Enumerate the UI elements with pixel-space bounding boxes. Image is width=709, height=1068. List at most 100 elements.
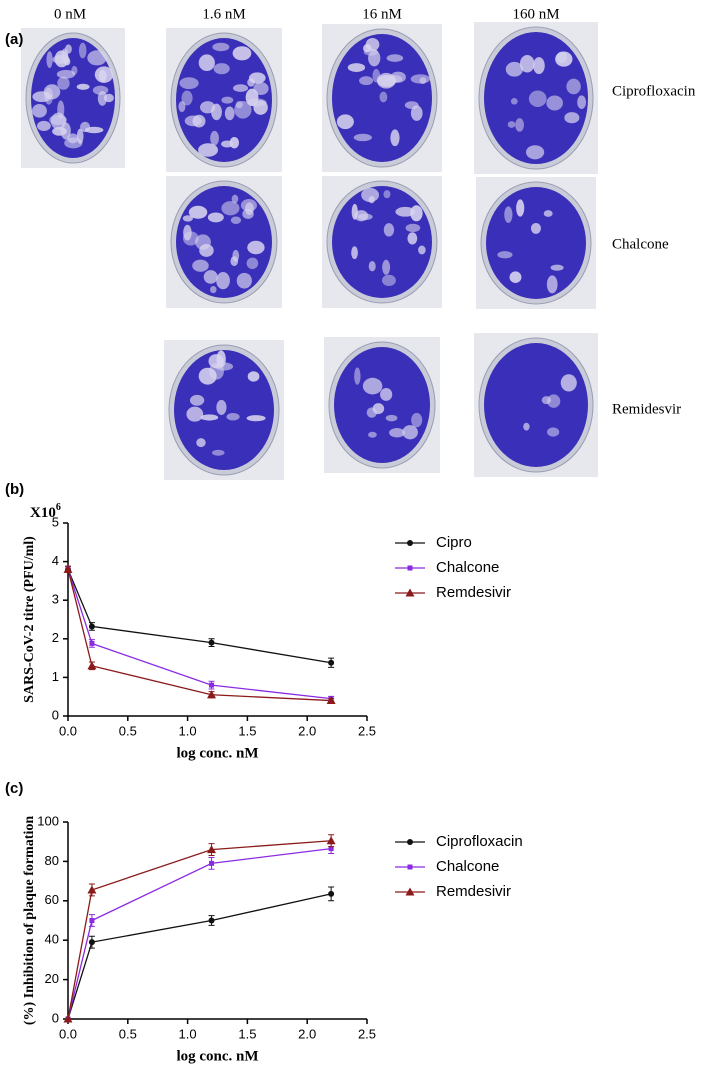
series-line — [67, 569, 332, 664]
plaque — [87, 50, 107, 66]
y-tick-label: 4 — [52, 553, 59, 568]
plaque — [212, 42, 230, 52]
marker — [88, 623, 95, 630]
y-multiplier: X106 — [30, 502, 61, 521]
dish-stain — [332, 186, 432, 298]
plaque — [231, 194, 239, 204]
plaque — [410, 74, 431, 84]
plaque — [198, 54, 215, 72]
plaque — [402, 425, 418, 440]
plaque — [57, 76, 70, 90]
x-tick-label: 0.0 — [59, 723, 77, 738]
x-tick-label: 1.0 — [179, 1026, 197, 1041]
plaque — [76, 83, 90, 90]
plaque — [510, 98, 518, 105]
plaque — [546, 95, 563, 111]
plaque — [207, 212, 224, 223]
plaque — [247, 371, 260, 382]
compound-label: Chalcone — [612, 236, 669, 252]
y-tick-label: 5 — [52, 514, 59, 529]
compound-label: Ciprofloxacin — [612, 83, 696, 99]
panel-label: (a) — [5, 31, 23, 48]
plaque — [566, 78, 581, 95]
plaque — [359, 76, 374, 86]
plaque — [181, 90, 193, 106]
plaque — [216, 271, 230, 290]
marker — [328, 659, 335, 666]
plaque — [178, 101, 186, 113]
series-line — [67, 569, 332, 702]
concentration-label: 16 nM — [362, 6, 402, 22]
marker — [89, 640, 95, 646]
plaque — [546, 275, 558, 294]
plaque — [560, 374, 577, 392]
plaque — [236, 272, 252, 289]
plaque — [528, 90, 547, 107]
marker — [87, 661, 97, 670]
x-tick-label: 2.0 — [298, 723, 316, 738]
plaque — [198, 367, 217, 385]
plaque — [179, 77, 199, 90]
plaque — [211, 103, 222, 121]
x-tick-label: 2.5 — [358, 723, 376, 738]
plaque — [516, 199, 525, 217]
plaque — [213, 63, 230, 75]
plaque — [523, 422, 530, 431]
plaque — [182, 231, 199, 246]
plaque — [192, 114, 206, 128]
y-tick-label: 1 — [52, 669, 59, 684]
panel-label: (b) — [5, 481, 24, 498]
y-tick-label: 0 — [52, 707, 59, 722]
plaque — [192, 259, 209, 272]
plaque — [418, 245, 426, 255]
plaque — [36, 120, 51, 132]
y-tick-label: 2 — [52, 630, 59, 645]
x-tick-label: 1.5 — [238, 1026, 256, 1041]
x-tick-label: 1.5 — [238, 723, 256, 738]
plaque — [385, 414, 398, 422]
y-tick-label: 40 — [45, 932, 59, 947]
plaque — [509, 271, 522, 283]
plaque — [232, 46, 252, 61]
legend-label: Remdesivir — [436, 883, 511, 900]
x-tick-label: 1.0 — [179, 723, 197, 738]
plaque — [32, 104, 47, 118]
plaque — [372, 403, 385, 415]
x-axis-label: log conc. nM — [176, 1048, 258, 1064]
y-tick-label: 3 — [52, 592, 59, 607]
y-tick-label: 80 — [45, 853, 59, 868]
x-tick-label: 2.5 — [358, 1026, 376, 1041]
marker — [207, 845, 217, 854]
plaque — [247, 240, 265, 255]
y-tick-label: 100 — [37, 813, 59, 828]
plaque — [357, 213, 373, 221]
plaque-photos — [21, 22, 598, 480]
marker — [87, 885, 97, 894]
plaque — [57, 100, 65, 119]
plaque — [78, 42, 87, 59]
plaque — [229, 136, 240, 149]
plaque — [351, 246, 358, 260]
plaque — [248, 72, 266, 84]
marker — [88, 939, 95, 946]
plaque — [547, 427, 560, 437]
plaque — [504, 206, 513, 223]
plaque — [555, 51, 573, 67]
x-tick-label: 2.0 — [298, 1026, 316, 1041]
plaque — [196, 438, 206, 448]
plaque — [410, 205, 423, 222]
plaque — [46, 51, 53, 69]
plaque — [216, 399, 227, 415]
plaque — [395, 206, 416, 217]
plaque — [203, 270, 218, 284]
legend-label: Chalcone — [436, 858, 499, 875]
plaque — [230, 216, 242, 224]
plaque — [543, 210, 553, 217]
panel-label: (c) — [5, 780, 23, 797]
plaque — [550, 264, 564, 271]
plaque — [351, 203, 358, 220]
plaque — [224, 106, 235, 121]
y-tick-label: 0 — [52, 1010, 59, 1025]
plaque — [368, 260, 376, 272]
plaque — [234, 100, 252, 119]
